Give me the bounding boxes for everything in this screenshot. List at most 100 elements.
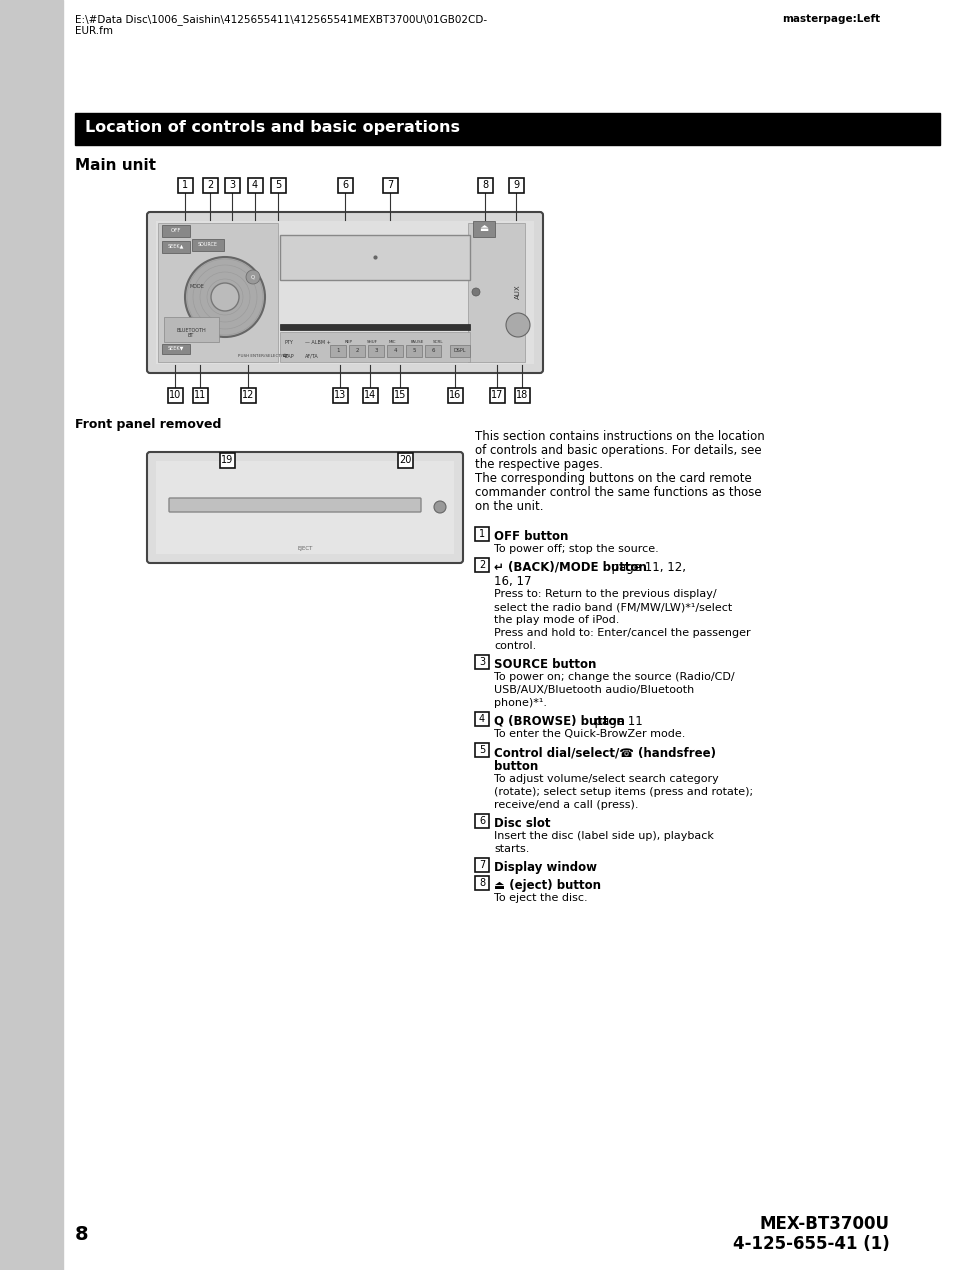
Text: 14: 14 xyxy=(363,390,375,400)
Text: 3: 3 xyxy=(374,348,377,353)
Bar xyxy=(330,345,346,357)
Bar xyxy=(337,178,353,193)
Bar xyxy=(406,345,421,357)
Text: receive/end a call (press).: receive/end a call (press). xyxy=(494,800,638,810)
Text: commander control the same functions as those: commander control the same functions as … xyxy=(475,486,760,499)
Text: To eject the disc.: To eject the disc. xyxy=(494,893,587,903)
Text: 4: 4 xyxy=(393,348,396,353)
Bar xyxy=(448,389,462,403)
Text: 3: 3 xyxy=(478,657,484,667)
Text: Q (BROWSE) button: Q (BROWSE) button xyxy=(494,715,624,728)
Text: 8: 8 xyxy=(481,180,488,190)
Text: MODE: MODE xyxy=(190,284,205,290)
Circle shape xyxy=(211,283,239,311)
Bar xyxy=(475,712,489,726)
Text: page 11, 12,: page 11, 12, xyxy=(603,561,685,574)
Text: 10: 10 xyxy=(169,390,181,400)
Text: The corresponding buttons on the card remote: The corresponding buttons on the card re… xyxy=(475,472,751,485)
Circle shape xyxy=(472,288,479,296)
Text: MIC: MIC xyxy=(389,340,396,344)
Text: DSPL: DSPL xyxy=(454,348,466,353)
Circle shape xyxy=(246,271,260,284)
Bar xyxy=(164,318,219,342)
Bar xyxy=(349,345,365,357)
Text: masterpage:Left: masterpage:Left xyxy=(781,14,879,24)
Bar xyxy=(156,461,454,554)
Text: 20: 20 xyxy=(398,455,411,465)
Text: 2: 2 xyxy=(355,348,358,353)
Bar xyxy=(280,324,470,330)
Text: MEX-BT3700U: MEX-BT3700U xyxy=(760,1215,889,1233)
Text: BLUETOOTH
BT: BLUETOOTH BT xyxy=(176,328,206,338)
Bar xyxy=(158,224,277,362)
Bar xyxy=(333,389,348,403)
Text: 8: 8 xyxy=(478,878,484,888)
Bar xyxy=(220,453,234,469)
Text: — ALBM +: — ALBM + xyxy=(305,340,331,345)
Circle shape xyxy=(434,500,446,513)
Text: Press and hold to: Enter/cancel the passenger: Press and hold to: Enter/cancel the pass… xyxy=(494,627,750,638)
Bar xyxy=(241,389,255,403)
Text: 7: 7 xyxy=(478,860,485,870)
Text: 7: 7 xyxy=(387,180,393,190)
Bar xyxy=(248,178,263,193)
Bar xyxy=(468,224,524,362)
Text: 1: 1 xyxy=(478,530,484,538)
Bar xyxy=(168,389,183,403)
FancyBboxPatch shape xyxy=(147,452,462,563)
Bar xyxy=(475,655,489,669)
Text: 11: 11 xyxy=(193,390,206,400)
Text: (rotate); select setup items (press and rotate);: (rotate); select setup items (press and … xyxy=(494,787,752,798)
Bar xyxy=(393,389,408,403)
Bar xyxy=(368,345,384,357)
Text: 2: 2 xyxy=(478,560,485,570)
Bar xyxy=(473,221,495,237)
Text: 17: 17 xyxy=(490,390,502,400)
Text: ↵ (BACK)/MODE button: ↵ (BACK)/MODE button xyxy=(494,561,646,574)
Text: REP: REP xyxy=(345,340,353,344)
Text: 5: 5 xyxy=(478,745,485,754)
Text: 13: 13 xyxy=(334,390,346,400)
Bar xyxy=(382,178,397,193)
Text: SHUF: SHUF xyxy=(367,340,377,344)
FancyBboxPatch shape xyxy=(169,498,420,512)
Bar xyxy=(280,331,470,362)
Text: of controls and basic operations. For details, see: of controls and basic operations. For de… xyxy=(475,444,760,457)
Text: To adjust volume/select search category: To adjust volume/select search category xyxy=(494,773,718,784)
Text: 12: 12 xyxy=(241,390,253,400)
Text: 1: 1 xyxy=(335,348,339,353)
Text: the play mode of iPod.: the play mode of iPod. xyxy=(494,615,618,625)
Text: Disc slot: Disc slot xyxy=(494,817,550,831)
Text: EUR.fm: EUR.fm xyxy=(75,25,112,36)
Text: USB/AUX/Bluetooth audio/Bluetooth: USB/AUX/Bluetooth audio/Bluetooth xyxy=(494,685,694,695)
Bar xyxy=(387,345,402,357)
Bar xyxy=(475,876,489,890)
Text: SOURCE button: SOURCE button xyxy=(494,658,596,671)
Text: Q: Q xyxy=(251,274,254,279)
Circle shape xyxy=(505,312,530,337)
Text: OFF: OFF xyxy=(171,227,181,232)
Bar xyxy=(280,235,470,279)
Text: ⏏: ⏏ xyxy=(478,224,488,232)
Text: control.: control. xyxy=(494,641,536,652)
Text: Main unit: Main unit xyxy=(75,157,156,173)
Text: PAUSE: PAUSE xyxy=(411,340,424,344)
Bar xyxy=(162,241,190,253)
Bar xyxy=(162,225,190,237)
Text: on the unit.: on the unit. xyxy=(475,500,543,513)
Text: 6: 6 xyxy=(431,348,435,353)
Bar xyxy=(424,345,440,357)
Text: page 11: page 11 xyxy=(587,715,642,728)
Text: 6: 6 xyxy=(478,817,484,826)
Text: SOURCE: SOURCE xyxy=(198,241,218,246)
Text: Location of controls and basic operations: Location of controls and basic operation… xyxy=(85,119,459,135)
Bar xyxy=(477,178,493,193)
Bar xyxy=(490,389,504,403)
Text: ZAP: ZAP xyxy=(285,354,294,359)
Text: SCRL: SCRL xyxy=(433,340,443,344)
Text: 6: 6 xyxy=(341,180,348,190)
Text: This section contains instructions on the location: This section contains instructions on th… xyxy=(475,431,764,443)
Text: SEEK▼: SEEK▼ xyxy=(168,345,184,351)
Text: the respective pages.: the respective pages. xyxy=(475,458,602,471)
Text: starts.: starts. xyxy=(494,845,529,853)
